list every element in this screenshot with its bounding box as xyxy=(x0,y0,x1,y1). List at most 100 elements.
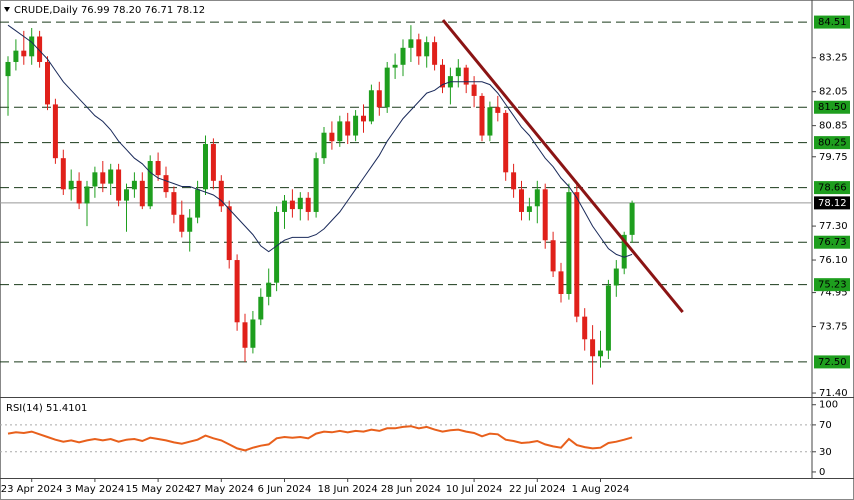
candle-body xyxy=(147,161,153,207)
candle-body xyxy=(5,61,11,77)
candle-body xyxy=(289,200,295,210)
candle-body xyxy=(590,339,596,357)
candle-body xyxy=(566,192,572,295)
candle-body xyxy=(329,132,335,142)
candle-body xyxy=(534,189,540,207)
candle-body xyxy=(218,180,224,207)
candle-body xyxy=(629,202,635,235)
candle-body xyxy=(131,180,137,190)
candle-body xyxy=(361,115,366,122)
low-value: 76.71 xyxy=(145,5,174,16)
candle-body xyxy=(582,316,588,340)
candle-body xyxy=(503,112,509,173)
candle-body xyxy=(76,180,82,204)
candle-body xyxy=(124,189,129,201)
y-tick-label: 76.10 xyxy=(819,255,848,266)
level-label: 80.25 xyxy=(818,138,847,149)
candle-body xyxy=(52,104,58,159)
current-price-box xyxy=(814,196,850,210)
candle-body xyxy=(171,192,177,215)
candle-body xyxy=(203,144,208,190)
close-value: 78.12 xyxy=(176,5,205,16)
y-tick-label: 74.95 xyxy=(819,288,848,299)
level-label: 78.66 xyxy=(818,183,847,194)
level-label-box xyxy=(814,100,850,114)
candle-body xyxy=(297,197,303,210)
candle-body xyxy=(463,67,469,85)
candle-body xyxy=(440,64,445,88)
x-tick-label: 6 Jun 2024 xyxy=(258,484,312,495)
menu-arrow[interactable] xyxy=(4,7,10,12)
level-label: 75.23 xyxy=(818,280,847,291)
y-tick-label: 71.40 xyxy=(819,388,848,399)
candle-body xyxy=(210,144,216,181)
candle-body xyxy=(242,322,248,348)
x-tick-label: 27 May 2024 xyxy=(189,484,254,495)
candle-body xyxy=(392,64,398,68)
trendline xyxy=(441,19,684,314)
level-label: 84.51 xyxy=(818,17,847,28)
candle-body xyxy=(139,180,145,207)
x-tick-label: 23 Apr 2024 xyxy=(1,484,63,495)
moving-average xyxy=(7,24,633,258)
candle-body xyxy=(155,161,161,176)
symbol: CRUDE,Daily xyxy=(14,5,78,16)
candle-body xyxy=(337,121,343,142)
level-label: 76.73 xyxy=(818,237,847,248)
x-tick-label: 22 Jul 2024 xyxy=(509,484,566,495)
current-price-label: 78.12 xyxy=(818,198,847,209)
candle-body xyxy=(179,214,185,232)
x-tick-label: 10 Jul 2024 xyxy=(446,484,503,495)
candle-body xyxy=(29,36,35,57)
candle-body xyxy=(519,189,524,212)
candle-body xyxy=(21,50,27,57)
level-label-box xyxy=(814,15,850,29)
candle-body xyxy=(621,234,627,269)
indicator-header: RSI(14) 51.4101 xyxy=(6,403,87,414)
candle-body xyxy=(282,200,287,212)
candle-body xyxy=(613,268,619,286)
indicator-tick-label: 30 xyxy=(819,447,832,458)
candle-body xyxy=(321,132,327,159)
candle-body xyxy=(116,169,122,201)
chart-header: CRUDE,Daily 76.99 78.20 76.71 78.12 xyxy=(14,5,205,16)
candle-body xyxy=(92,172,98,187)
candle-body xyxy=(345,121,351,136)
candle-body xyxy=(558,271,564,295)
candle-body xyxy=(13,50,19,62)
level-label-box xyxy=(814,355,850,369)
high-value: 78.20 xyxy=(113,5,142,16)
candle-body xyxy=(424,42,430,57)
y-tick-label: 73.75 xyxy=(819,322,848,333)
candle-body xyxy=(37,36,43,62)
indicator-tick-label: 100 xyxy=(819,400,838,411)
candle-body xyxy=(313,158,319,212)
x-tick-label: 3 May 2024 xyxy=(65,484,124,495)
candle-body xyxy=(45,61,50,105)
candle-body xyxy=(305,197,311,212)
candle-body xyxy=(471,84,477,96)
candle-body xyxy=(60,158,66,190)
x-tick-label: 18 Jun 2024 xyxy=(318,484,378,495)
candle-body xyxy=(258,296,264,320)
candle-body xyxy=(187,217,193,232)
y-tick-label: 79.75 xyxy=(819,152,848,163)
candle-body xyxy=(400,47,406,65)
level-label: 72.50 xyxy=(818,357,847,368)
indicator-title: RSI(14) xyxy=(6,403,43,414)
candle-body xyxy=(511,172,517,190)
candle-body xyxy=(226,206,232,261)
candle-body xyxy=(108,169,114,184)
candle-body xyxy=(598,350,603,357)
candle-body xyxy=(605,285,611,351)
candle-body xyxy=(68,180,74,190)
indicator-value: 51.4101 xyxy=(46,403,87,414)
x-tick-label: 15 May 2024 xyxy=(125,484,190,495)
level-label-box xyxy=(814,181,850,195)
candle-body xyxy=(416,39,422,57)
y-tick-label: 77.30 xyxy=(819,221,848,232)
candle-body xyxy=(384,67,390,108)
candle-body xyxy=(195,189,201,218)
level-label-box xyxy=(814,278,850,292)
